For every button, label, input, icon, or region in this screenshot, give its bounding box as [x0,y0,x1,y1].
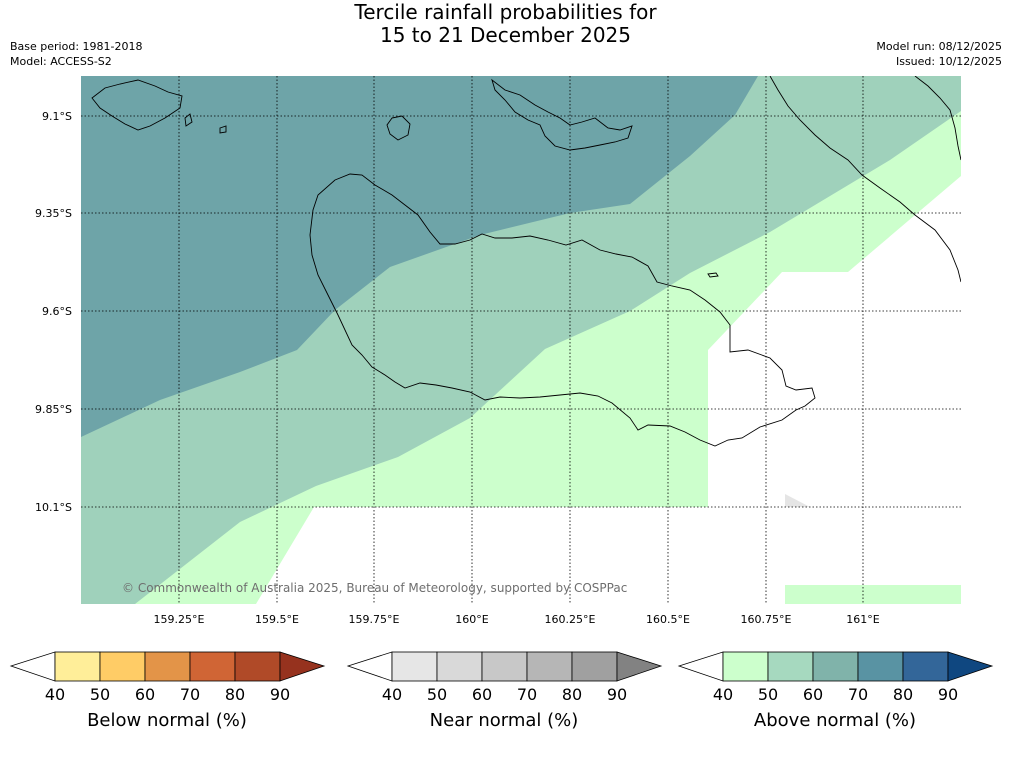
lon-label: 161°E [846,613,879,626]
colorbar-tick: 80 [893,685,913,704]
below-normal-swatch-50 [54,651,101,682]
colorbar-tick: 70 [517,685,537,704]
rainfall-map: © Commonwealth of Australia 2025, Bureau… [35,76,961,626]
base-period-text: Base period: 1981-2018 [10,40,143,53]
colorbar-tick: 40 [713,685,733,704]
colorbar-tick: 40 [382,685,402,704]
colorbar-tick: 80 [225,685,245,704]
below-normal-swatch-high [279,651,326,682]
lat-label: 9.6°S [42,305,72,318]
colorbar-tick: 60 [472,685,492,704]
colorbar-tick: 40 [45,685,65,704]
lat-label: 9.35°S [35,207,72,220]
model-run-text: Model run: 08/12/2025 [876,40,1002,53]
below-normal-swatch-low [9,651,56,682]
lon-label: 159.75°E [349,613,400,626]
lon-label: 160.25°E [545,613,596,626]
below-normal-title: Below normal (%) [87,710,247,731]
colorbar-tick: 90 [938,685,958,704]
lat-label: 9.1°S [42,110,72,123]
colorbar-tick: 60 [803,685,823,704]
map-panel: © Commonwealth of Australia 2025, Bureau… [81,76,961,604]
lon-label: 160.5°E [646,613,690,626]
savo-islet-coastline [707,272,719,278]
lat-label: 10.1°S [35,501,72,514]
above-normal-swatch-high [947,651,994,682]
near-normal-swatch-60 [436,651,483,682]
malaita-coastline [769,76,961,283]
colorbar-tick: 90 [607,685,627,704]
above-normal-swatch-60 [767,651,814,682]
coastlines [91,76,961,447]
longitude-labels: 159.25°E 159.5°E 159.75°E 160°E 160.25°E… [154,613,880,626]
model-text: Model: ACCESS-S2 [10,55,112,68]
colorbar-tick: 50 [427,685,447,704]
latitude-labels: 9.1°S 9.35°S 9.6°S 9.85°S 10.1°S [35,110,72,514]
near-normal-swatch-80 [526,651,573,682]
below-normal-swatch-80 [189,651,236,682]
above-normal-swatch-50 [722,651,769,682]
below-normal-swatch-70 [144,651,191,682]
above-normal-swatch-80 [857,651,904,682]
colorbar-tick: 80 [562,685,582,704]
chart-title-line-1: Tercile rainfall probabilities for [354,0,657,24]
issued-text: Issued: 10/12/2025 [895,55,1002,68]
lon-label: 160°E [455,613,488,626]
above-normal-swatch-90 [902,651,949,682]
near-normal-swatch-high [616,651,663,682]
near-normal-title: Near normal (%) [430,710,579,731]
nggela-islands-coastline [491,78,633,151]
lon-label: 159.5°E [255,613,299,626]
below-normal-colorbar: 40 50 60 70 80 90 Below normal (%) [9,651,326,731]
near-normal-40-50-patch [785,494,810,507]
near-normal-swatch-50 [391,651,438,682]
above-normal-70-80-region [81,76,758,437]
small-island-coastline [386,115,411,141]
above-normal-swatch-low [677,651,724,682]
near-normal-swatch-70 [481,651,528,682]
russell-islands-coastline [91,79,227,134]
colorbar-tick: 70 [180,685,200,704]
below-normal-swatch-90 [234,651,281,682]
malaita-inner-coastline [914,76,961,161]
below-normal-swatch-60 [99,651,146,682]
guadalcanal-coastline [309,173,816,447]
chart-title-line-2: 15 to 21 December 2025 [379,23,631,47]
lon-label: 160.75°E [741,613,792,626]
above-normal-colorbar: 40 50 60 70 80 90 Above normal (%) [677,651,994,731]
near-normal-swatch-low [346,651,393,682]
above-normal-40-50-region [81,585,961,604]
colorbar-tick: 60 [135,685,155,704]
copyright-credit: © Commonwealth of Australia 2025, Bureau… [122,581,627,595]
near-normal-swatch-90 [571,651,618,682]
colorbar-tick: 50 [90,685,110,704]
near-normal-colorbar: 40 50 60 70 80 90 Near normal (%) [346,651,663,731]
above-normal-swatch-70 [812,651,859,682]
above-normal-title: Above normal (%) [754,710,916,731]
gridlines [81,76,961,604]
colorbar-tick: 50 [758,685,778,704]
lat-label: 9.85°S [35,403,72,416]
lon-label: 159.25°E [154,613,205,626]
colorbar-tick: 90 [270,685,290,704]
colorbar-tick: 70 [848,685,868,704]
